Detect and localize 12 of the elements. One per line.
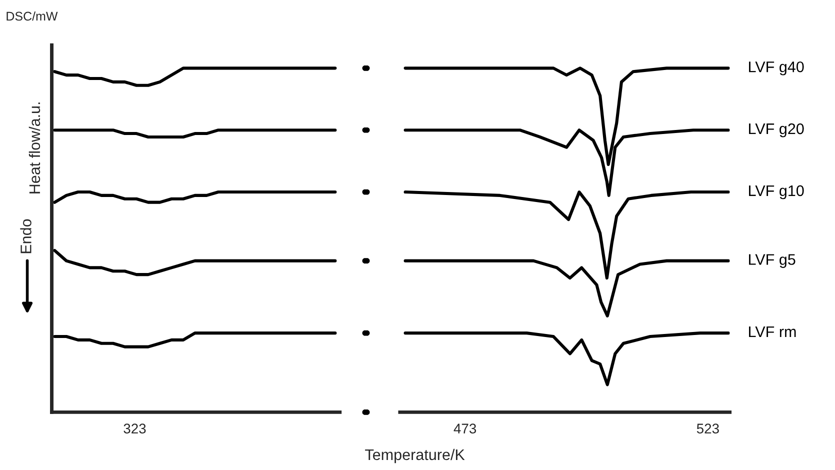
y-axis-title: Heat flow/a.u. [28, 102, 40, 194]
text: DSC/mW [6, 11, 58, 21]
x-axis-title: Temperature/K [365, 448, 465, 464]
text: 323 [124, 424, 146, 434]
series-label: LVF g20 [749, 123, 804, 138]
text: Endo [20, 219, 32, 254]
series-label: LVF g40 [749, 61, 804, 76]
series-label: LVF rm [749, 326, 796, 338]
x-tick-label: 523 [696, 424, 719, 434]
series-label: LVF g10 [749, 185, 804, 200]
series-label: LVF g5 [749, 254, 796, 268]
x-tick-label: 473 [454, 424, 476, 434]
